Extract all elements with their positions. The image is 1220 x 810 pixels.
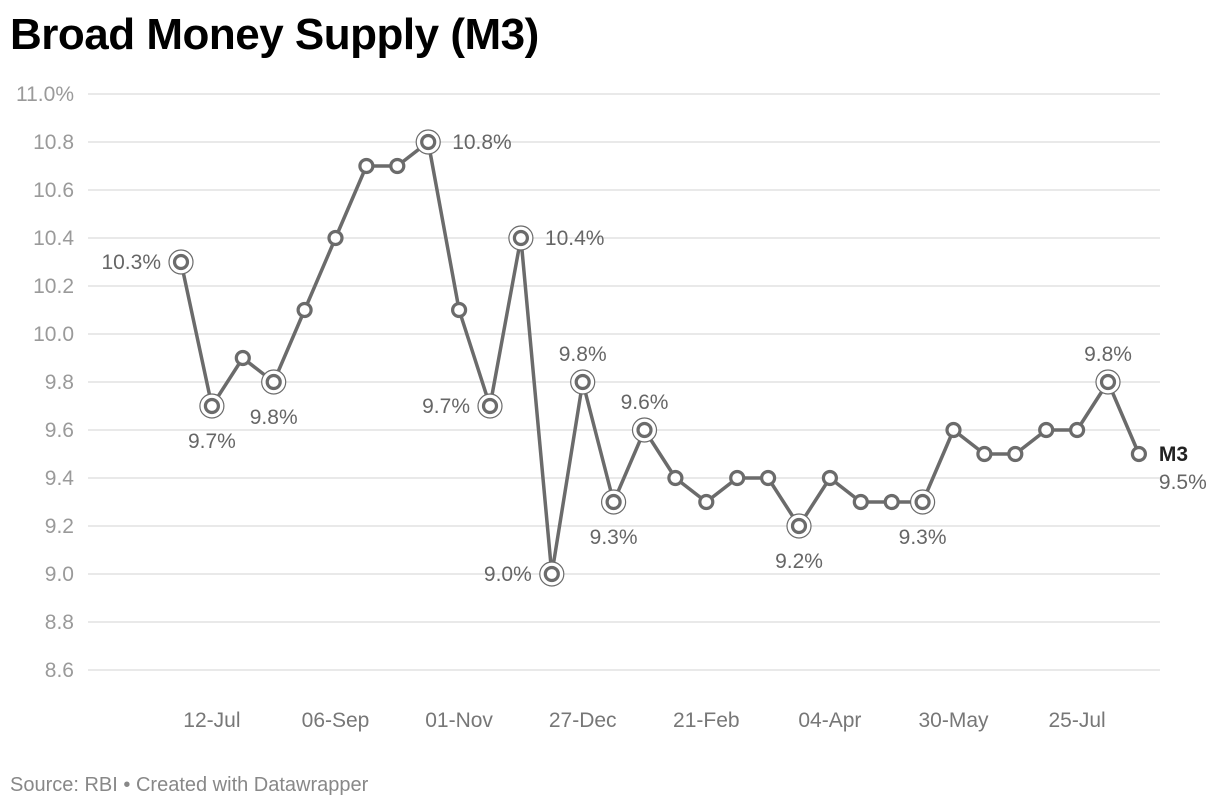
data-label: 10.8% [452, 131, 512, 154]
data-label: 9.2% [775, 550, 823, 573]
data-label: 9.8% [250, 406, 298, 429]
data-label: 9.8% [559, 343, 607, 366]
data-point [358, 157, 375, 175]
x-tick-label: 27-Dec [549, 709, 617, 732]
data-point [389, 157, 406, 175]
data-point [296, 301, 313, 319]
gridlines [88, 93, 1160, 671]
y-tick-label: 8.6 [45, 659, 74, 682]
y-tick-label: 8.8 [45, 611, 74, 634]
data-point [481, 397, 499, 415]
y-tick-label: 9.4 [45, 467, 75, 490]
data-point [234, 349, 251, 367]
data-point [203, 397, 220, 415]
data-point [945, 421, 962, 439]
y-tick-label: 9.8 [45, 371, 74, 394]
data-point [1007, 445, 1024, 463]
data-point [729, 469, 746, 487]
data-point [265, 373, 282, 391]
data-point [636, 421, 653, 439]
y-tick-label: 10.8 [33, 131, 74, 154]
x-axis-ticks: 12-Jul 06-Sep 01-Nov 27-Dec 21-Feb 04-Apr 30-M… [183, 709, 1105, 732]
data-label: 9.6% [621, 391, 669, 414]
data-point [451, 301, 468, 319]
y-tick-label: 11.0% [16, 83, 74, 106]
data-point [790, 517, 808, 535]
source-text: Source: RBI [10, 774, 118, 796]
x-tick-label: 12-Jul [183, 709, 240, 732]
y-tick-label: 9.0 [45, 563, 74, 586]
y-axis-ticks: 11.0% 10.8 10.6 10.4 10.2 10.0 9.8 9.6 9.4 9.2 9.0… [16, 83, 74, 682]
data-point [574, 373, 591, 391]
x-tick-label: 01-Nov [425, 709, 493, 732]
data-point [172, 253, 190, 271]
y-tick-label: 10.0 [33, 323, 74, 346]
data-points [168, 129, 1148, 587]
series-line-m3 [179, 140, 1141, 576]
data-point [1130, 445, 1148, 463]
data-point [605, 493, 622, 511]
data-point [1038, 421, 1055, 439]
data-point [976, 445, 993, 463]
data-point [883, 493, 900, 511]
data-label: 10.3% [101, 251, 161, 274]
data-point [1099, 373, 1117, 391]
chart-title: Broad Money Supply (M3) [10, 10, 539, 59]
data-label: 9.3% [590, 526, 638, 549]
y-tick-label: 10.6 [33, 179, 74, 202]
data-point [1068, 421, 1086, 439]
data-point [512, 229, 530, 247]
data-point [543, 565, 560, 583]
data-label: 9.7% [188, 430, 236, 453]
y-tick-label: 10.2 [33, 275, 74, 298]
data-point [327, 229, 344, 247]
data-label: 10.4% [545, 227, 605, 250]
credit-text: Created with Datawrapper [135, 774, 369, 796]
data-label: 9.7% [422, 395, 470, 418]
chart-footer: Source: RBI • Created with Datawrapper [10, 774, 368, 797]
line-chart: 11.0% 10.8 10.6 10.4 10.2 10.0 9.8 9.6 9.4 9.2 9.0… [16, 83, 1207, 732]
data-label: 9.3% [899, 526, 947, 549]
y-tick-label: 10.4 [33, 227, 74, 250]
data-point [852, 493, 869, 511]
data-point [667, 469, 684, 487]
x-tick-label: 04-Apr [798, 709, 861, 732]
x-tick-label: 25-Jul [1048, 709, 1105, 732]
x-tick-label: 06-Sep [302, 709, 370, 732]
x-tick-label: 21-Feb [673, 709, 740, 732]
data-point [698, 493, 715, 511]
data-point [821, 469, 839, 487]
footer-separator: • [123, 774, 131, 796]
y-tick-label: 9.2 [45, 515, 74, 538]
data-point [759, 469, 777, 487]
data-point [914, 493, 931, 511]
data-labels: 10.3% 9.7% 9.8% 10.8% 9.7% 10.4% 9.0% 9.8% 9.3% 9… [101, 131, 1206, 586]
data-point [420, 133, 437, 151]
series-line-layer [179, 140, 1141, 576]
series-last-value-label: 9.5% [1159, 471, 1207, 494]
y-tick-label: 9.6 [45, 419, 74, 442]
series-name-label: M3 [1159, 443, 1188, 466]
x-tick-label: 30-May [918, 709, 989, 732]
data-label: 9.8% [1084, 343, 1132, 366]
data-label: 9.0% [484, 563, 532, 586]
